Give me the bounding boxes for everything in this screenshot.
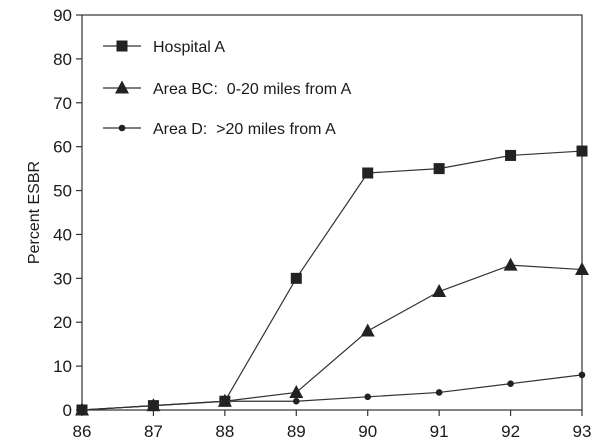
legend-item-1: Hospital A [103,39,225,56]
marker-triangle [432,284,447,297]
series-line [81,374,583,411]
y-tick-label: 60 [53,138,72,157]
y-axis-ticks: 0 10 20 30 40 50 60 70 80 90 [53,6,82,420]
marker-triangle [503,257,518,271]
marker-triangle [289,384,304,398]
legend-label: Area BC: 0-20 miles from A [153,81,352,98]
marker-dot [221,397,229,405]
y-tick-label: 20 [53,313,72,332]
marker-dot [150,402,157,409]
marker-square [433,163,445,175]
y-tick-label: 0 [63,401,72,420]
x-tick-label: 90 [358,422,377,441]
y-tick-label: 70 [53,94,72,113]
legend-label: Area D: >20 miles from A [153,121,336,138]
series-line [81,264,583,411]
y-axis-label: Percent ESBR [26,161,43,264]
x-tick-label: 88 [215,422,234,441]
marker-triangle [360,323,375,337]
marker-triangle [575,262,589,276]
legend-label: Hospital A [153,39,225,56]
marker-triangle [115,80,129,94]
y-tick-label: 90 [53,6,72,25]
x-tick-label: 89 [287,422,306,441]
marker-dot [435,389,443,396]
x-axis-ticks: 86 87 88 89 90 91 92 93 [73,410,592,441]
marker-dot [78,406,86,414]
chart-axes [81,14,583,411]
series-layer [75,145,589,416]
series-2 [75,257,589,416]
legend-item-2: Area BC: 0-20 miles from A [103,80,352,98]
marker-square [290,272,302,284]
x-tick-label: 91 [430,422,449,441]
series-3 [78,371,586,414]
y-tick-label: 50 [53,182,72,201]
series-line [81,150,583,411]
legend-item-3: Area D: >20 miles from A [103,121,336,138]
marker-square [116,40,128,52]
legend: Hospital A Area BC: 0-20 miles from A Area… [103,39,352,138]
y-tick-label: 10 [53,357,72,376]
x-tick-label: 93 [573,422,592,441]
marker-dot [292,397,300,405]
plot-frame [81,14,583,411]
y-tick-label: 30 [53,269,72,288]
marker-dot [118,124,126,132]
x-tick-label: 92 [501,422,520,441]
marker-square [505,149,517,161]
x-tick-label: 87 [144,422,163,441]
marker-dot [578,371,586,379]
marker-dot [507,380,514,387]
marker-square [362,167,374,179]
y-tick-label: 80 [53,50,72,69]
marker-dot [364,393,372,401]
y-tick-label: 40 [53,225,72,244]
series-1 [76,145,588,416]
marker-square [576,145,588,157]
x-tick-label: 86 [73,422,92,441]
